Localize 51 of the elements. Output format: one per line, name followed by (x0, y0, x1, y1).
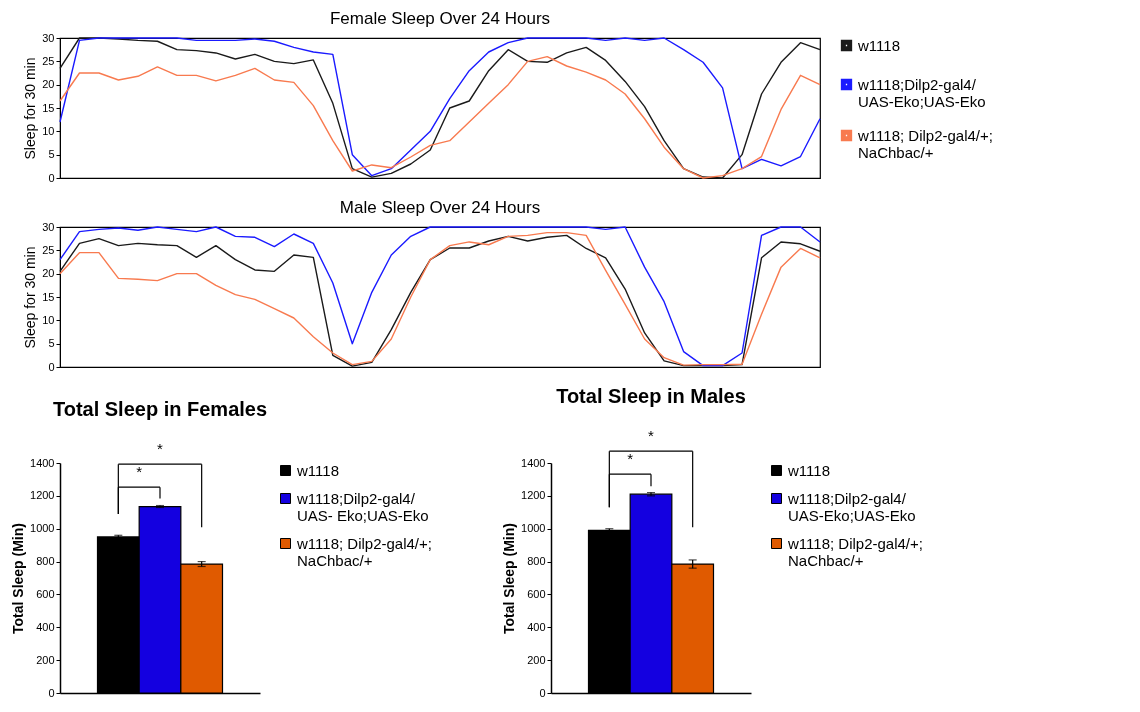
annotation: * (627, 450, 634, 468)
y-tick-label: 5 (48, 148, 55, 161)
y-tick-label: 30 (42, 31, 55, 44)
y-tick-label: 1000 (30, 522, 55, 535)
legend-label: w1118; Dilp2-gal4/+; NaChbac/+ (857, 126, 993, 161)
chart-title: Female Sleep Over 24 Hours (329, 9, 551, 28)
y-tick-label: 0 (539, 686, 546, 699)
y-tick-label: 200 (527, 653, 546, 666)
y-tick-label: 1400 (30, 456, 55, 469)
y-tick-label: 5 (48, 337, 55, 350)
legend-label: w1118; Dilp2-gal4/+; NaChbac/+ (296, 534, 432, 569)
y-tick-label: 1400 (521, 456, 546, 469)
y-tick-label: 1000 (521, 522, 546, 535)
y-tick-label: 1200 (521, 489, 546, 502)
y-tick-label: 30 (42, 220, 55, 233)
y-tick-label: 600 (527, 587, 546, 600)
y-tick-label: 15 (42, 290, 55, 303)
y-tick-label: 25 (42, 54, 55, 67)
y-tick-label: 0 (48, 686, 55, 699)
legend-label: w1118 (857, 36, 900, 54)
legend-label: w1118; Dilp2-gal4/+; NaChbac/+ (787, 534, 923, 569)
y-tick-label: 1200 (30, 489, 55, 502)
chart-title: Male Sleep Over 24 Hours (339, 198, 541, 217)
y-tick-label: 0 (48, 360, 55, 373)
legend-label: w1118 (296, 461, 339, 479)
y-tick-label: 10 (42, 124, 55, 137)
annotation: * (136, 463, 143, 481)
y-tick-label: 400 (527, 620, 546, 633)
y-tick-label: 20 (42, 78, 55, 91)
y-tick-label: 20 (42, 267, 55, 280)
y-axis-title: Total Sleep (Min) (10, 523, 27, 634)
legend-label: w1118;Dilp2-gal4/UAS-Eko;UAS-Eko (787, 489, 916, 524)
y-tick-label: 800 (36, 555, 55, 568)
y-tick-label: 25 (42, 243, 55, 256)
text: * (648, 427, 655, 445)
y-tick-label: 200 (36, 653, 55, 666)
legend-label: w1118;Dilp2-gal4/UAS-Eko;UAS-Eko (857, 75, 986, 110)
y-tick-label: 400 (36, 620, 55, 633)
text: * (157, 440, 164, 458)
y-tick-label: 600 (36, 587, 55, 600)
y-tick-label: 15 (42, 101, 55, 114)
chart-title: Total Sleep in Females (52, 398, 268, 421)
y-axis-title: Sleep for 30 min (22, 246, 39, 349)
legend-label: w1118 (787, 461, 830, 479)
y-tick-label: 0 (48, 171, 55, 184)
y-axis-title: Total Sleep (Min) (501, 523, 518, 634)
legend-label: w1118;Dilp2-gal4/UAS- Eko;UAS-Eko (296, 489, 429, 524)
y-axis-title: Sleep for 30 min (22, 57, 39, 160)
y-tick-label: 10 (42, 313, 55, 326)
chart-title: Total Sleep in Males (556, 385, 746, 408)
y-tick-label: 800 (527, 555, 546, 568)
